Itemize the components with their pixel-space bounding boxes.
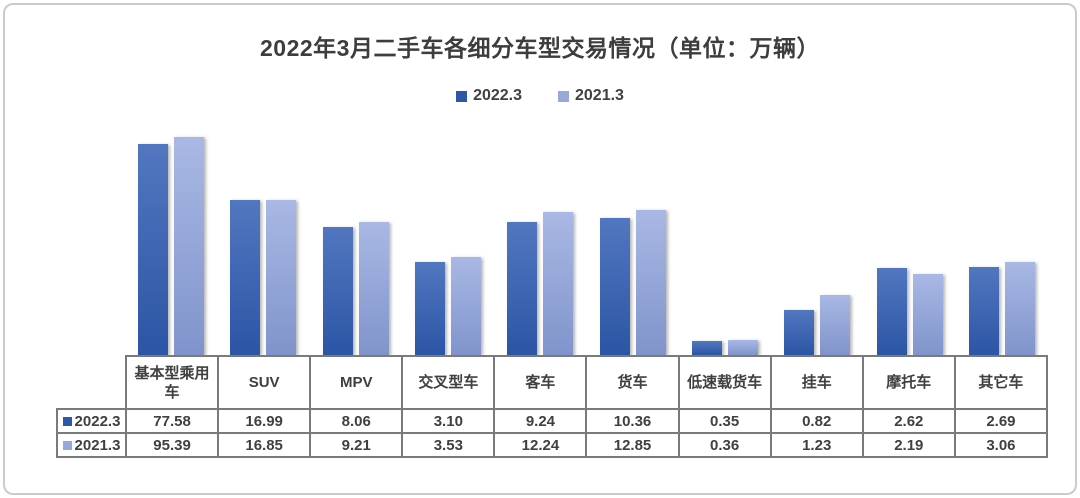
table-header-cell: 其它车 [953, 355, 1049, 410]
bar [543, 212, 574, 355]
table-value-cell: 9.24 [493, 408, 588, 434]
bar [174, 137, 205, 355]
bar [691, 341, 722, 355]
series-swatch-icon [62, 440, 72, 450]
table-header-row: 基本型乘用车 SUV MPV 交叉型车 客车 货车 低速载货车 挂车 摩托车 其它车 [57, 355, 1049, 410]
series-name: 2021.3 [74, 436, 121, 454]
table-header-cell: 基本型乘用车 [124, 355, 220, 410]
bar [322, 227, 353, 355]
table-value-cell: 2.69 [953, 408, 1049, 434]
table-header-cell: 挂车 [769, 355, 864, 410]
legend-item-2022.3: 2022.3 [456, 87, 522, 105]
legend-label: 2022.3 [473, 87, 522, 104]
series-name: 2022.3 [74, 412, 121, 430]
table-header-cell: 低速载货车 [677, 355, 772, 410]
table-row-label: 2022.3 [56, 408, 127, 434]
table-value-cell: 0.82 [769, 408, 864, 434]
table-value-cell: 77.58 [124, 408, 220, 434]
table-value-cell: 12.24 [493, 432, 588, 458]
series-swatch-icon [62, 416, 72, 426]
table-value-cell: 3.10 [401, 408, 496, 434]
table-value-cell: 3.06 [953, 432, 1049, 458]
bar [415, 262, 446, 355]
table-row: 2022.3 77.58 16.99 8.06 3.10 9.24 10.36 0.35 0.8… [56, 408, 1049, 434]
chart-legend: 2022.3 2021.3 [5, 87, 1075, 105]
table-row: 2021.3 95.39 16.85 9.21 3.53 12.24 12.85 0.36 1.… [56, 432, 1049, 458]
table-value-cell: 3.53 [401, 432, 496, 458]
bar [266, 200, 297, 355]
legend-swatch-icon [456, 90, 468, 102]
table-header-cell: MPV [309, 355, 404, 410]
legend-label: 2021.3 [575, 87, 624, 104]
table-header-cell: SUV [217, 355, 312, 410]
bar [358, 222, 389, 355]
table-value-cell: 16.85 [217, 432, 312, 458]
table-header-cell: 客车 [493, 355, 588, 410]
table-value-cell: 95.39 [124, 432, 220, 458]
bar [820, 295, 851, 355]
bar [138, 144, 169, 355]
table-value-cell: 0.36 [677, 432, 772, 458]
bar [230, 200, 261, 355]
bar [727, 340, 758, 355]
bar [599, 218, 630, 355]
legend-item-2021.3: 2021.3 [558, 87, 624, 105]
table-value-cell: 1.23 [769, 432, 864, 458]
bar [451, 257, 482, 355]
table-value-cell: 16.99 [217, 408, 312, 434]
bar [635, 210, 666, 355]
table-value-cell: 8.06 [309, 408, 404, 434]
bar [784, 310, 815, 355]
table-header-cell: 货车 [585, 355, 680, 410]
chart-title: 2022年3月二手车各细分车型交易情况（单位：万辆） [260, 35, 820, 61]
table-row-label: 2021.3 [56, 432, 127, 458]
data-table: 基本型乘用车 SUV MPV 交叉型车 客车 货车 低速载货车 挂车 摩托车 其它车 2022.3 7… [56, 355, 1049, 458]
plot-area [5, 5, 1075, 493]
table-value-cell: 2.62 [861, 408, 956, 434]
bar [507, 222, 538, 355]
table-value-cell: 10.36 [585, 408, 680, 434]
chart-card: 2022年3月二手车各细分车型交易情况（单位：万辆） 2022.3 2021.3 … [3, 3, 1077, 495]
table-value-cell: 12.85 [585, 432, 680, 458]
bar [876, 268, 907, 355]
table-value-cell: 9.21 [309, 432, 404, 458]
table-header-cell: 交叉型车 [401, 355, 496, 410]
table-header-cell: 摩托车 [861, 355, 956, 410]
table-corner-cell [57, 356, 126, 409]
legend-swatch-icon [558, 90, 569, 102]
bar [1004, 262, 1035, 355]
bar [912, 274, 943, 355]
bar [968, 267, 999, 355]
table-value-cell: 0.35 [677, 408, 772, 434]
table-value-cell: 2.19 [861, 432, 956, 458]
